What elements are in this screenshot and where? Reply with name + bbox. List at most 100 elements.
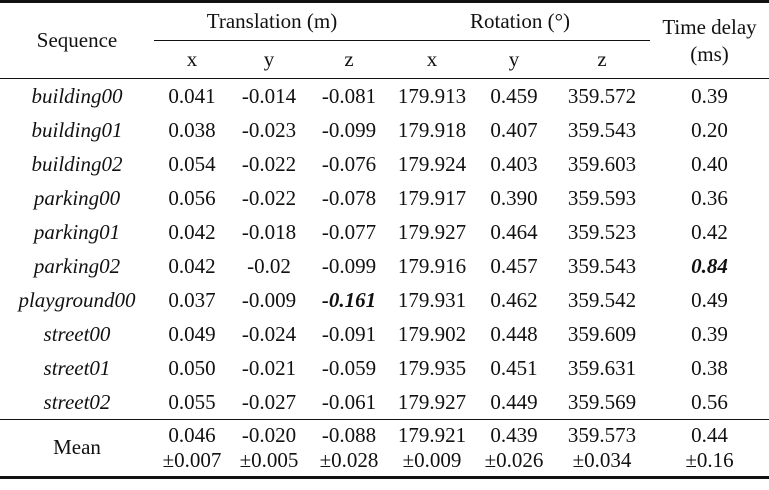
table-row: building00 0.041 -0.014 -0.081 179.913 0…: [0, 79, 769, 114]
cell-rx: 179.924: [397, 151, 467, 176]
cell-tz: -0.099: [321, 253, 377, 278]
cell-rz: 359.543: [567, 253, 637, 278]
mean-td: 0.44 ±0.16: [650, 420, 769, 478]
cell-ty: -0.021: [241, 355, 297, 380]
cell-ty: -0.014: [241, 83, 297, 108]
table-row: parking00 0.056 -0.022 -0.078 179.917 0.…: [0, 181, 769, 215]
cell-rz: 359.542: [567, 287, 637, 312]
mean-ty-value: -0.020: [241, 422, 297, 447]
table-row: parking02 0.042 -0.02 -0.099 179.916 0.4…: [0, 249, 769, 283]
cell-tz: -0.091: [321, 321, 377, 346]
cell-ty: -0.009: [241, 287, 297, 312]
cell-rz: 359.523: [567, 219, 637, 244]
cell-td: 0.39: [691, 321, 728, 346]
mean-tx-sd: ±0.007: [162, 448, 222, 472]
cell-ry: 0.448: [490, 321, 538, 346]
cell-tz: -0.076: [321, 151, 377, 176]
cell-tx: 0.056: [168, 185, 216, 210]
table-row: building01 0.038 -0.023 -0.099 179.918 0…: [0, 113, 769, 147]
cell-tx: 0.049: [168, 321, 216, 346]
cell-tx: 0.050: [168, 355, 216, 380]
cell-td-highlight: 0.84: [691, 253, 728, 278]
cell-tx: 0.054: [168, 151, 216, 176]
cell-td: 0.42: [691, 219, 728, 244]
mean-label: Mean: [53, 435, 101, 460]
cell-ty: -0.027: [241, 389, 297, 414]
cell-td: 0.36: [691, 185, 728, 210]
cell-ty: -0.022: [241, 185, 297, 210]
cell-tx: 0.041: [168, 83, 216, 108]
header-time-delay-line2: (ms): [690, 41, 729, 66]
cell-ry: 0.407: [490, 117, 538, 142]
cell-td: 0.38: [691, 355, 728, 380]
mean-tx-value: 0.046: [168, 422, 216, 447]
cell-rz: 359.569: [567, 389, 637, 414]
header-row-groups: Sequence Translation (m) Rotation (°) Ti…: [0, 1, 769, 79]
row-sequence: street00: [43, 321, 111, 346]
mean-ry-value: 0.439: [490, 422, 538, 447]
cell-rx: 179.916: [397, 253, 467, 278]
cell-rz: 359.543: [567, 117, 637, 142]
mean-rx: 179.921 ±0.009: [390, 420, 474, 478]
row-sequence: building02: [31, 151, 123, 176]
cell-tz: -0.081: [321, 83, 377, 108]
results-table: Sequence Translation (m) Rotation (°) Ti…: [0, 1, 769, 478]
cell-tz: -0.059: [321, 355, 377, 380]
mean-ty-sd: ±0.005: [239, 448, 299, 472]
header-axis-rz: z: [597, 47, 607, 71]
row-sequence: parking01: [33, 219, 121, 244]
mean-ty: -0.020 ±0.005: [230, 420, 308, 478]
row-sequence: building00: [31, 83, 123, 108]
cell-rx: 179.917: [397, 185, 467, 210]
cell-td: 0.40: [691, 151, 728, 176]
cell-tz: -0.061: [321, 389, 377, 414]
cell-ry: 0.457: [490, 253, 538, 278]
mean-tz-sd: ±0.028: [319, 448, 379, 472]
cell-rz: 359.572: [567, 83, 637, 108]
cell-tz: -0.077: [321, 219, 377, 244]
mean-ry-sd: ±0.026: [484, 448, 544, 472]
cell-tz: -0.078: [321, 185, 377, 210]
mean-ry: 0.439 ±0.026: [474, 420, 554, 478]
cell-rx: 179.913: [397, 83, 467, 108]
cell-ry: 0.390: [490, 185, 538, 210]
table-row: playground00 0.037 -0.009 -0.161 179.931…: [0, 283, 769, 317]
cell-td: 0.20: [691, 117, 728, 142]
cell-tx: 0.038: [168, 117, 216, 142]
cell-ty: -0.022: [241, 151, 297, 176]
mean-rz-value: 359.573: [567, 422, 637, 447]
row-sequence: parking00: [33, 185, 121, 210]
cell-rz: 359.609: [567, 321, 637, 346]
cell-tx: 0.042: [168, 219, 216, 244]
cell-td: 0.49: [691, 287, 728, 312]
cell-rz: 359.631: [567, 355, 637, 380]
cell-rx: 179.935: [397, 355, 467, 380]
cell-ry: 0.462: [490, 287, 538, 312]
cell-ty: -0.023: [241, 117, 297, 142]
cell-ry: 0.464: [490, 219, 538, 244]
cell-td: 0.56: [691, 389, 728, 414]
mean-rx-sd: ±0.009: [402, 448, 462, 472]
mean-rz: 359.573 ±0.034: [554, 420, 650, 478]
mean-tz-value: -0.088: [321, 422, 377, 447]
header-axis-rx: x: [426, 47, 438, 71]
header-axis-ty: y: [263, 47, 275, 71]
cell-ty: -0.024: [241, 321, 297, 346]
mean-row: Mean 0.046 ±0.007 -0.020 ±0.005 -0.088 ±0.0…: [0, 420, 769, 478]
cell-rz: 359.593: [567, 185, 637, 210]
row-sequence: street01: [43, 355, 111, 380]
row-sequence: playground00: [18, 287, 136, 312]
header-axis-tx: x: [186, 47, 198, 71]
mean-td-sd: ±0.16: [685, 448, 734, 472]
cell-tx: 0.055: [168, 389, 216, 414]
header-rotation: Rotation (°): [390, 1, 650, 41]
cell-rx: 179.927: [397, 219, 467, 244]
header-axis-tz: z: [344, 47, 354, 71]
cell-rx: 179.918: [397, 117, 467, 142]
row-sequence: building01: [31, 117, 123, 142]
header-time-delay: Time delay (ms): [650, 1, 769, 79]
cell-tz-highlight: -0.161: [321, 287, 377, 312]
cell-ry: 0.449: [490, 389, 538, 414]
cell-ry: 0.403: [490, 151, 538, 176]
row-sequence: parking02: [33, 253, 121, 278]
